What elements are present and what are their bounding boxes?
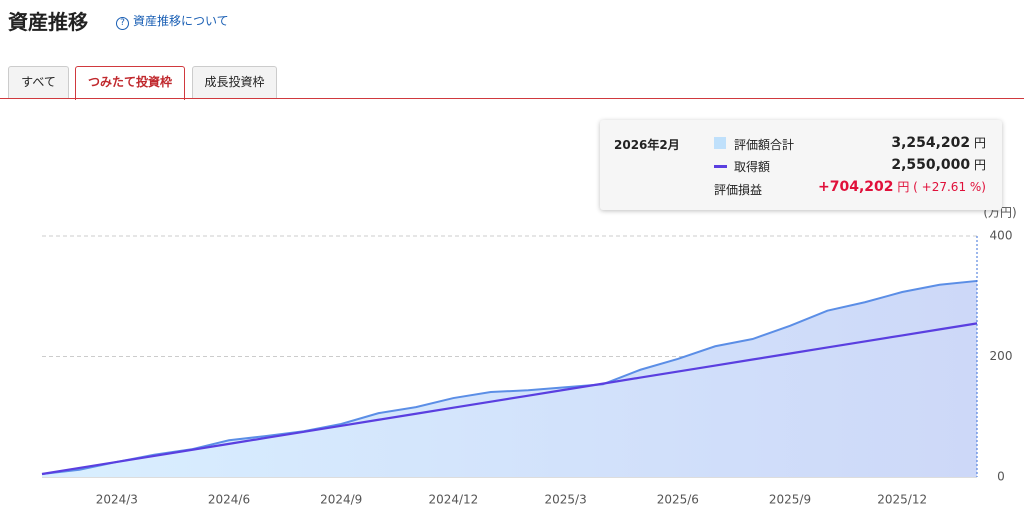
- x-tick-label: 2025/3: [544, 493, 586, 507]
- tooltip-unit: 円: [973, 136, 986, 150]
- tooltip-value: 2,550,000: [891, 157, 971, 173]
- profit-value: +704,202: [818, 179, 894, 195]
- help-link[interactable]: ? 資産推移について: [116, 12, 229, 30]
- y-tick-label: 0: [997, 470, 1005, 484]
- x-tick-label: 2025/6: [657, 493, 699, 507]
- profit-unit: 円: [897, 180, 910, 194]
- legend-swatch: [714, 137, 726, 149]
- profit-label: 評価損益: [714, 183, 763, 197]
- tooltip: 2026年2月 評価額合計 3,254,202 円 取得額 2,550,000 …: [600, 120, 1002, 210]
- x-tick-label: 2025/9: [769, 493, 811, 507]
- tooltip-value: 3,254,202: [891, 135, 971, 151]
- x-tick-label: 2024/12: [428, 493, 478, 507]
- tab-active[interactable]: つみたて投資枠: [75, 66, 185, 100]
- legend-swatch: [714, 165, 727, 168]
- x-tick-label: 2025/12: [877, 493, 927, 507]
- y-tick-label: 400: [990, 229, 1013, 243]
- legend-label: 評価額合計: [734, 138, 795, 152]
- profit-rate: ( +27.61: [913, 180, 967, 194]
- page-title: 資産推移: [8, 10, 88, 34]
- tab-underline: [0, 98, 1024, 99]
- legend-label: 取得額: [734, 160, 771, 174]
- area: [42, 280, 977, 477]
- tooltip-unit: 円: [973, 158, 986, 172]
- help-text[interactable]: 資産推移について: [133, 14, 229, 28]
- tooltip-date: 2026年2月: [614, 138, 680, 152]
- help-icon: ?: [116, 17, 129, 30]
- tab[interactable]: 成長投資枠: [192, 66, 277, 98]
- profit-rate-unit: %): [969, 180, 986, 194]
- x-tick-label: 2024/9: [320, 493, 362, 507]
- tab[interactable]: すべて: [8, 66, 69, 98]
- y-tick-label: 200: [990, 349, 1013, 363]
- series-line: [41, 322, 978, 476]
- x-tick-label: 2024/3: [96, 493, 138, 507]
- x-tick-label: 2024/6: [208, 493, 250, 507]
